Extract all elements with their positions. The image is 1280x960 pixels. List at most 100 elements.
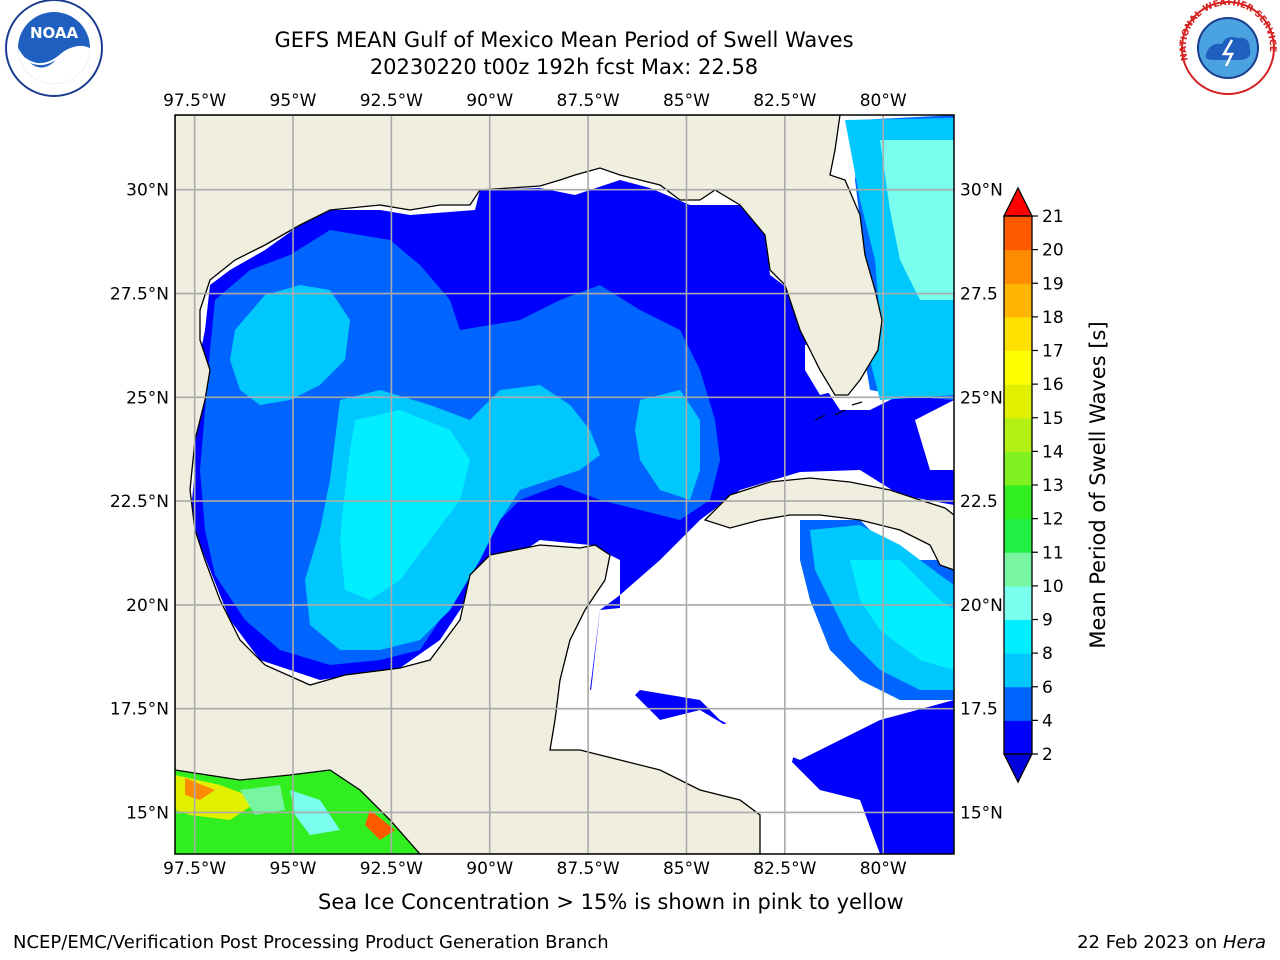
lon-tick-label-top: 97.5°W — [163, 91, 226, 111]
lon-labels-bottom: 97.5°W 95°W 92.5°W 90°W 87.5°W 85°W 82.5°W 80°W — [163, 859, 907, 879]
colorbar-tick-label: 10 — [1042, 577, 1064, 597]
colorbar-segment — [1004, 451, 1032, 486]
lat-tick-label-left: 15°N — [126, 803, 169, 823]
colorbar-segment — [1004, 283, 1032, 318]
colorbar-tick-label: 2 — [1042, 745, 1053, 765]
colorbar-segment — [1004, 350, 1032, 385]
colorbar-tick-label: 17 — [1042, 342, 1064, 362]
nodata-patch-2 — [700, 720, 800, 780]
swell-field-cyan-se — [635, 390, 700, 500]
colorbar-tick-label: 14 — [1042, 442, 1064, 462]
land-mexico-us — [175, 115, 883, 854]
colorbar-tick-label: 6 — [1042, 678, 1053, 698]
colorbar-segment — [1004, 720, 1032, 755]
footer-host: Hera — [1222, 932, 1266, 953]
colorbar-over-arrow — [1002, 186, 1034, 217]
lat-tick-label-left: 20°N — [126, 596, 169, 616]
pacific-swell-orange-2 — [365, 810, 395, 840]
lon-tick-label-bottom: 95°W — [270, 859, 317, 879]
map-canvas — [175, 115, 954, 854]
lon-labels-top: 97.5°W 95°W 92.5°W 90°W 87.5°W 85°W 82.5°W 80°W — [163, 91, 907, 111]
lon-tick-label-bottom: 80°W — [860, 859, 907, 879]
colorbar-tick-label: 21 — [1042, 207, 1064, 227]
colorbar-tick-label: 9 — [1042, 611, 1053, 631]
lat-tick-label-right: 30°N — [960, 181, 1003, 201]
swell-field-lightcyan-carib — [850, 560, 954, 670]
colorbar-segment — [1004, 619, 1032, 654]
lat-tick-label-right: 22.5 — [960, 492, 998, 512]
land-islands — [814, 401, 863, 421]
lat-labels-left: 30°N 27.5°N 25°N 22.5°N 20°N 17.5°N 15°N — [110, 181, 169, 824]
noaa-logo-text: NOAA — [30, 24, 79, 42]
colorbar-tick-label: 19 — [1042, 274, 1064, 294]
colorbar-segment — [1004, 384, 1032, 419]
colorbar-segment — [1004, 686, 1032, 721]
colorbar-segment — [1004, 485, 1032, 520]
colorbar-under-arrow — [1002, 753, 1034, 784]
lat-tick-label-right: 15°N — [960, 803, 1003, 823]
colorbar-tick-label: 20 — [1042, 241, 1064, 261]
lon-tick-label-bottom: 82.5°W — [753, 859, 816, 879]
colorbar-tick-label: 18 — [1042, 308, 1064, 328]
lon-tick-label-top: 90°W — [466, 91, 513, 111]
gridlines — [175, 115, 954, 854]
lat-tick-label-right: 27.5 — [960, 285, 998, 305]
nodata-patch-6 — [915, 400, 954, 470]
colorbar-tick-label: 12 — [1042, 510, 1064, 530]
lon-tick-label-bottom: 87.5°W — [557, 859, 620, 879]
colorbar-tick-label: 8 — [1042, 644, 1053, 664]
forecast-subtitle: 20230220 t00z 192h fcst Max: 22.58 — [369, 55, 759, 79]
lat-tick-label-left: 25°N — [126, 388, 169, 408]
lon-tick-label-top: 85°W — [663, 91, 710, 111]
colorbar-title: Mean Period of Swell Waves [s] — [1086, 321, 1110, 648]
lon-tick-label-bottom: 85°W — [663, 859, 710, 879]
colorbar-segment — [1004, 216, 1032, 251]
noaa-logo: NOAA — [5, 0, 103, 97]
colorbar-tick-label: 4 — [1042, 711, 1053, 731]
lat-tick-label-right: 20°N — [960, 596, 1003, 616]
lat-tick-label-left: 22.5°N — [110, 492, 169, 512]
colorbar-tick-label: 11 — [1042, 543, 1064, 563]
colorbar-segment — [1004, 316, 1032, 351]
sea-ice-note: Sea Ice Concentration > 15% is shown in … — [318, 890, 904, 914]
lat-tick-label-right: 25°N — [960, 388, 1003, 408]
colorbar-segment — [1004, 518, 1032, 553]
swell-field-lightcyan — [340, 410, 470, 600]
colorbar-segment — [1004, 417, 1032, 452]
footer-date: 22 Feb 2023 on Hera — [1077, 932, 1266, 953]
nws-logo: NATIONAL WEATHER SERVICE — [1179, 0, 1277, 95]
colorbar-tick-label: 15 — [1042, 409, 1064, 429]
swell-field-lightcyan-atl — [880, 140, 954, 300]
lat-tick-label-left: 30°N — [126, 181, 169, 201]
nodata-patch-3 — [720, 675, 765, 700]
colorbar-segment — [1004, 249, 1032, 284]
lon-tick-label-bottom: 97.5°W — [163, 859, 226, 879]
lon-tick-label-top: 95°W — [270, 91, 317, 111]
lon-tick-label-top: 92.5°W — [360, 91, 423, 111]
swell-field-cyan — [230, 285, 350, 405]
colorbar-tick-label: 16 — [1042, 375, 1064, 395]
lat-tick-label-left: 17.5°N — [110, 700, 169, 720]
lat-labels-right: 30°N 27.5 25°N 22.5 20°N 17.5 15°N — [960, 181, 1003, 824]
colorbar-segment — [1004, 552, 1032, 587]
pacific-swell-lightgreen — [240, 785, 285, 815]
lon-tick-label-top: 82.5°W — [753, 91, 816, 111]
lat-tick-label-right: 17.5 — [960, 700, 998, 720]
lon-tick-label-bottom: 92.5°W — [360, 859, 423, 879]
colorbar-tick-label: 13 — [1042, 476, 1064, 496]
map-frame — [174, 114, 955, 855]
colorbar — [1002, 186, 1038, 784]
colorbar-segment — [1004, 653, 1032, 688]
footer-date-text: 22 Feb 2023 on — [1077, 932, 1223, 953]
footer-branch: NCEP/EMC/Verification Post Processing Pr… — [13, 932, 609, 953]
lat-tick-label-left: 27.5°N — [110, 285, 169, 305]
map-title: GEFS MEAN Gulf of Mexico Mean Period of … — [274, 28, 854, 52]
colorbar-labels: 2 4 6 8 9 10 11 12 13 14 15 16 17 18 19 20 21 — [1042, 207, 1064, 765]
nodata-patch-1 — [590, 605, 660, 720]
colorbar-segment — [1004, 585, 1032, 620]
lon-tick-label-bottom: 90°W — [466, 859, 513, 879]
lon-tick-label-top: 87.5°W — [557, 91, 620, 111]
lon-tick-label-top: 80°W — [860, 91, 907, 111]
pacific-swell-orange — [185, 778, 215, 800]
